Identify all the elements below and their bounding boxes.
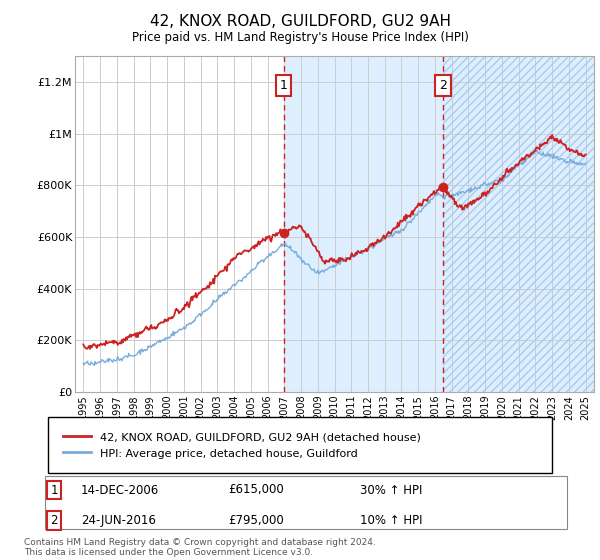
Text: 1: 1	[50, 483, 58, 497]
Text: 14-DEC-2006: 14-DEC-2006	[81, 483, 159, 497]
Text: 30% ↑ HPI: 30% ↑ HPI	[360, 483, 422, 497]
Text: 2: 2	[439, 79, 447, 92]
Text: 24-JUN-2016: 24-JUN-2016	[81, 514, 156, 528]
Text: Contains HM Land Registry data © Crown copyright and database right 2024.
This d: Contains HM Land Registry data © Crown c…	[24, 538, 376, 557]
FancyBboxPatch shape	[48, 417, 552, 473]
Text: 42, KNOX ROAD, GUILDFORD, GU2 9AH: 42, KNOX ROAD, GUILDFORD, GU2 9AH	[149, 14, 451, 29]
Text: 2: 2	[50, 514, 58, 528]
Text: Price paid vs. HM Land Registry's House Price Index (HPI): Price paid vs. HM Land Registry's House …	[131, 31, 469, 44]
Text: £615,000: £615,000	[228, 483, 284, 497]
Bar	[443, 56, 594, 392]
Text: £795,000: £795,000	[228, 514, 284, 528]
Text: 10% ↑ HPI: 10% ↑ HPI	[360, 514, 422, 528]
Legend: 42, KNOX ROAD, GUILDFORD, GU2 9AH (detached house), HPI: Average price, detached: 42, KNOX ROAD, GUILDFORD, GU2 9AH (detac…	[59, 427, 425, 463]
Text: 1: 1	[280, 79, 287, 92]
